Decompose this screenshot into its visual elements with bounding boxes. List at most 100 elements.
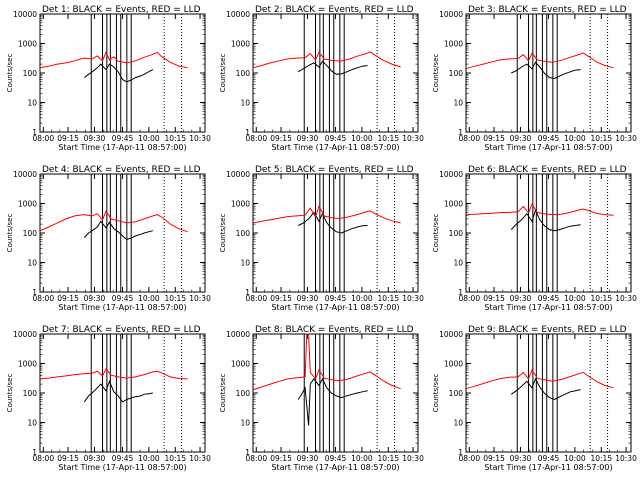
x-axis-label: Start Time (17-Apr-11 08:57:00) — [484, 303, 612, 312]
y-tick-label: 10 — [240, 259, 250, 268]
x-tick-label: 09:15 — [57, 454, 79, 463]
y-tick-label: 1000 — [444, 360, 463, 369]
y-axis-label: Counts/sec — [432, 374, 440, 413]
y-tick-label: 1000 — [231, 200, 250, 209]
y-tick-label: 10000 — [226, 330, 250, 339]
x-tick-label: 10:30 — [615, 294, 637, 303]
y-axis-label: Counts/sec — [432, 214, 440, 253]
plot-frame — [252, 173, 419, 293]
x-tick-label: 09:30 — [510, 454, 532, 463]
x-axis-label: Start Time (17-Apr-11 08:57:00) — [58, 463, 186, 472]
x-tick-label: 10:00 — [138, 134, 160, 143]
lld-series-line — [252, 333, 401, 391]
events-series-line — [297, 60, 368, 75]
y-tick-label: 1 — [32, 288, 37, 297]
chart-title: Det 8: BLACK = Events, RED = LLD — [255, 325, 414, 335]
x-tick-label: 08:00 — [458, 134, 480, 143]
x-tick-label: 09:45 — [112, 454, 134, 463]
lld-series-line — [465, 203, 614, 216]
y-tick-label: 100 — [236, 69, 251, 78]
y-tick-label: 1000 — [231, 360, 250, 369]
x-tick-label: 08:00 — [245, 454, 267, 463]
y-tick-label: 10000 — [439, 330, 463, 339]
y-axis-label: Counts/sec — [6, 214, 14, 253]
plot-frame — [465, 13, 632, 133]
y-tick-label: 10000 — [13, 330, 37, 339]
x-tick-label: 09:30 — [84, 454, 106, 463]
x-tick-label: 10:30 — [189, 294, 211, 303]
x-tick-label: 10:15 — [590, 454, 612, 463]
chart-panel-4: 1 10 100 1000 10000 08:00 09:15 09:30 09:45 10:00… — [6, 165, 211, 312]
y-tick-label: 10000 — [13, 10, 37, 19]
plot-frame — [252, 13, 419, 133]
x-tick-label: 08:00 — [458, 454, 480, 463]
chart-panel-7: 1 10 100 1000 10000 08:00 09:15 09:30 09:45 10:00… — [6, 325, 211, 472]
chart-panel-3: 1 10 100 1000 10000 08:00 09:15 09:30 09:45 10:00… — [432, 5, 637, 152]
plot-frame — [39, 13, 206, 133]
chart-title: Det 1: BLACK = Events, RED = LLD — [42, 5, 201, 15]
x-tick-label: 08:00 — [32, 454, 54, 463]
x-tick-label: 10:00 — [138, 454, 160, 463]
y-tick-label: 1000 — [18, 40, 37, 49]
y-tick-label: 1000 — [18, 360, 37, 369]
x-tick-label: 10:15 — [164, 134, 186, 143]
y-tick-label: 1000 — [18, 200, 37, 209]
chart-panel-1: 1 10 100 1000 10000 08:00 09:15 09:30 09:45 10:00… — [6, 5, 211, 152]
y-tick-label: 1 — [245, 288, 250, 297]
y-tick-label: 1000 — [231, 40, 250, 49]
x-tick-label: 10:30 — [615, 134, 637, 143]
lld-series-line — [39, 51, 188, 69]
x-tick-label: 10:00 — [351, 454, 373, 463]
x-tick-label: 09:15 — [483, 294, 505, 303]
events-series-line — [83, 63, 154, 83]
y-tick-label: 1 — [458, 448, 463, 457]
y-tick-label: 10 — [453, 259, 463, 268]
y-axis-label: Counts/sec — [219, 54, 227, 93]
y-tick-label: 1 — [458, 128, 463, 137]
lld-series-line — [465, 52, 614, 70]
lld-series-line — [252, 205, 401, 224]
x-axis-label: Start Time (17-Apr-11 08:57:00) — [58, 143, 186, 152]
y-tick-label: 1000 — [444, 200, 463, 209]
x-tick-label: 10:15 — [164, 454, 186, 463]
y-tick-label: 10 — [453, 99, 463, 108]
x-tick-label: 08:00 — [32, 294, 54, 303]
y-tick-label: 1000 — [444, 40, 463, 49]
x-tick-label: 09:45 — [112, 294, 134, 303]
y-tick-label: 10 — [240, 419, 250, 428]
x-tick-label: 10:30 — [402, 134, 424, 143]
chart-title: Det 7: BLACK = Events, RED = LLD — [42, 325, 201, 335]
x-tick-label: 10:30 — [402, 454, 424, 463]
plot-frame — [252, 333, 419, 453]
events-series-line — [297, 211, 368, 234]
y-tick-label: 10 — [240, 99, 250, 108]
y-axis-label: Counts/sec — [219, 214, 227, 253]
x-tick-label: 10:30 — [189, 454, 211, 463]
x-tick-label: 10:15 — [377, 134, 399, 143]
chart-panel-5: 1 10 100 1000 10000 08:00 09:15 09:30 09:45 10:00… — [219, 165, 424, 312]
x-tick-label: 09:45 — [112, 134, 134, 143]
x-tick-label: 09:30 — [510, 294, 532, 303]
x-tick-label: 10:00 — [351, 294, 373, 303]
x-tick-label: 10:15 — [377, 454, 399, 463]
y-tick-label: 10000 — [439, 10, 463, 19]
y-tick-label: 10000 — [226, 170, 250, 179]
chart-title: Det 3: BLACK = Events, RED = LLD — [468, 5, 627, 15]
plot-frame — [39, 333, 206, 453]
events-series-line — [297, 377, 368, 426]
x-tick-label: 09:45 — [325, 294, 347, 303]
x-tick-label: 09:15 — [57, 294, 79, 303]
chart-panel-8: 1 10 100 1000 10000 08:00 09:15 09:30 09:45 10:00… — [219, 325, 424, 472]
x-tick-label: 09:30 — [84, 294, 106, 303]
y-tick-label: 1 — [245, 128, 250, 137]
x-axis-label: Start Time (17-Apr-11 08:57:00) — [484, 143, 612, 152]
x-axis-label: Start Time (17-Apr-11 08:57:00) — [271, 143, 399, 152]
chart-title: Det 2: BLACK = Events, RED = LLD — [255, 5, 414, 15]
y-tick-label: 10000 — [226, 10, 250, 19]
y-tick-label: 100 — [449, 389, 464, 398]
y-tick-label: 100 — [449, 229, 464, 238]
x-tick-label: 09:30 — [297, 294, 319, 303]
x-tick-label: 10:00 — [564, 454, 586, 463]
y-tick-label: 100 — [236, 229, 251, 238]
